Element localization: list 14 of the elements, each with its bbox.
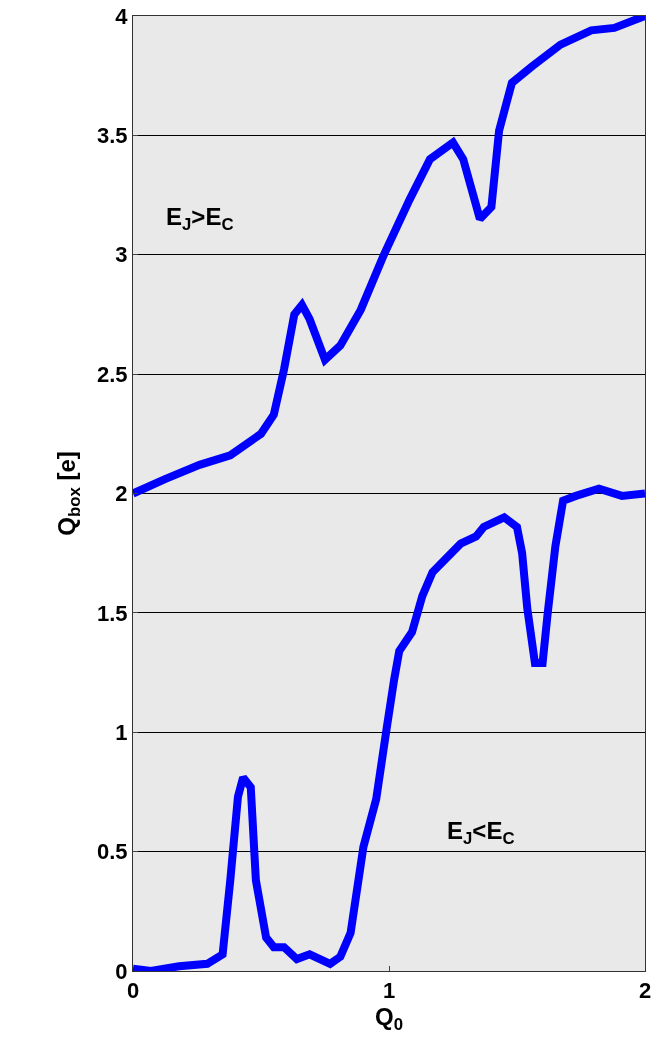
y-tick-label: 1.5 bbox=[97, 600, 128, 626]
y-tick-label: 3 bbox=[115, 242, 128, 268]
x-axis-title: Q$_{0}$ bbox=[374, 1003, 404, 1035]
y-tick-label: 0.5 bbox=[97, 839, 128, 865]
annotation: E$_{J}$<E$_{C}$ bbox=[447, 817, 515, 849]
y-tick-label: 3.5 bbox=[97, 123, 128, 149]
x-tick-label: 2 bbox=[638, 978, 652, 1004]
y-tick-label: 1 bbox=[115, 719, 128, 745]
y-tick-label: 2.5 bbox=[97, 361, 128, 387]
y-tick-label: 0 bbox=[115, 958, 128, 984]
y-tick-label: 4 bbox=[115, 3, 129, 29]
annotation: E$_{J}$>E$_{C}$ bbox=[166, 203, 234, 235]
y-tick-label: 2 bbox=[115, 481, 128, 507]
x-tick-label: 1 bbox=[382, 978, 396, 1004]
